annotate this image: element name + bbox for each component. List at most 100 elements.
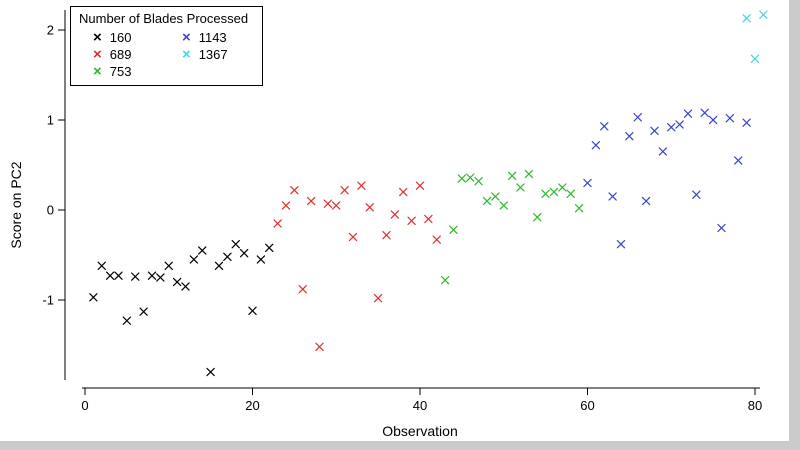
data-point — [415, 181, 425, 190]
data-point — [457, 174, 467, 183]
data-point — [239, 249, 249, 258]
legend-marker-icon: × — [93, 63, 102, 80]
data-point — [407, 216, 416, 225]
data-point — [198, 246, 207, 255]
data-point — [708, 115, 718, 125]
data-point — [273, 219, 282, 228]
data-point — [122, 316, 132, 325]
data-point — [181, 282, 190, 291]
data-point — [432, 235, 441, 244]
data-point — [566, 189, 575, 198]
data-point — [97, 261, 106, 270]
x-tick-label: 80 — [748, 398, 762, 413]
data-point — [474, 177, 483, 186]
legend-entry: × 1143 — [168, 29, 248, 46]
data-point — [298, 285, 307, 294]
data-point — [365, 203, 374, 212]
legend-marker-icon: × — [181, 29, 191, 46]
data-point — [633, 113, 642, 122]
legend-entry: × 753 — [79, 63, 152, 80]
data-point — [189, 255, 199, 264]
legend-entry-label: 1367 — [198, 47, 228, 62]
data-point — [725, 114, 735, 123]
legend-entry-label: 753 — [109, 64, 132, 79]
data-point — [516, 183, 525, 192]
data-point — [692, 190, 701, 199]
data-point — [390, 210, 400, 219]
data-point — [608, 192, 617, 201]
data-point — [399, 187, 408, 197]
data-point — [348, 232, 358, 242]
data-point — [650, 126, 659, 135]
data-point — [89, 293, 98, 302]
data-point — [105, 271, 115, 280]
data-point — [499, 201, 508, 210]
data-point — [290, 186, 299, 195]
data-point — [373, 294, 383, 303]
y-tick-label: 2 — [47, 23, 54, 38]
data-point — [323, 199, 333, 208]
scatter-plot-svg: 0 20 40 60 80 -1 0 1 2 — [42, 10, 768, 413]
legend-marker-icon: × — [93, 29, 102, 46]
data-point — [558, 183, 567, 192]
y-tick-label: 0 — [47, 203, 54, 218]
x-tick-label: 60 — [580, 398, 594, 413]
data-point — [449, 225, 458, 234]
legend-marker-icon: × — [93, 46, 102, 63]
data-point — [156, 273, 165, 282]
x-tick-label: 20 — [245, 398, 259, 413]
legend-entry-label: 689 — [109, 47, 132, 62]
legend-marker-icon: × — [181, 46, 191, 63]
data-point — [583, 178, 592, 188]
data-point — [683, 109, 693, 118]
scatter-plot-figure: 0 20 40 60 80 -1 0 1 2 Observation Score on PC2 … — [0, 0, 789, 441]
x-tick-label: 0 — [81, 398, 88, 413]
data-point — [658, 147, 668, 156]
data-point — [750, 54, 760, 63]
legend-entry: × 689 — [79, 46, 152, 63]
data-point — [382, 231, 391, 240]
data-point — [507, 171, 517, 180]
data-point — [667, 123, 676, 132]
data-point — [306, 196, 316, 206]
legend-entry-label: 1143 — [198, 30, 227, 45]
data-point — [491, 192, 500, 201]
data-point — [524, 169, 534, 179]
data-point — [147, 271, 157, 280]
data-point — [616, 240, 626, 249]
data-point — [172, 277, 182, 287]
data-point — [223, 252, 232, 261]
legend-entries: × 160 × 689 × 753 × 1143 × 1367 — [79, 29, 248, 80]
data-point — [281, 201, 291, 210]
x-axis-title: Observation — [382, 423, 458, 439]
data-point — [574, 204, 584, 213]
data-point — [641, 196, 651, 206]
data-point — [700, 108, 709, 117]
data-point — [482, 196, 492, 206]
data-point — [742, 14, 751, 23]
legend-title: Number of Blades Processed — [79, 11, 249, 26]
data-point — [340, 186, 349, 195]
y-axis-title: Score on PC2 — [8, 161, 24, 249]
data-point — [131, 272, 140, 281]
data-point — [424, 214, 433, 224]
y-tick-label: 1 — [47, 113, 54, 128]
data-point — [256, 255, 266, 264]
legend-box: Number of Blades Processed × 160 × 689 × 753 ×… — [70, 6, 264, 86]
legend-entry: × 1367 — [168, 46, 248, 63]
data-point — [164, 261, 173, 270]
data-point — [466, 173, 475, 182]
y-tick-label: -1 — [42, 293, 54, 308]
data-point — [625, 132, 634, 141]
data-point — [357, 181, 366, 190]
data-point — [214, 261, 224, 270]
data-point — [600, 122, 609, 131]
data-point — [315, 342, 324, 351]
data-point — [591, 141, 601, 150]
x-tick-label: 40 — [413, 398, 427, 413]
data-point — [675, 120, 684, 129]
data-point — [734, 156, 743, 165]
data-point — [440, 276, 450, 285]
data-point — [265, 243, 274, 252]
data-point — [206, 367, 215, 377]
